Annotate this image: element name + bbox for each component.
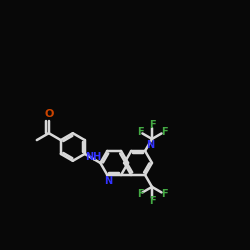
- Text: F: F: [161, 189, 167, 199]
- Text: F: F: [149, 196, 155, 206]
- Text: O: O: [44, 109, 54, 119]
- Text: F: F: [149, 120, 155, 130]
- Text: F: F: [161, 127, 167, 137]
- Text: NH: NH: [85, 152, 101, 162]
- Text: N: N: [146, 140, 154, 149]
- Text: N: N: [104, 176, 112, 186]
- Text: F: F: [137, 127, 143, 137]
- Text: F: F: [137, 189, 143, 199]
